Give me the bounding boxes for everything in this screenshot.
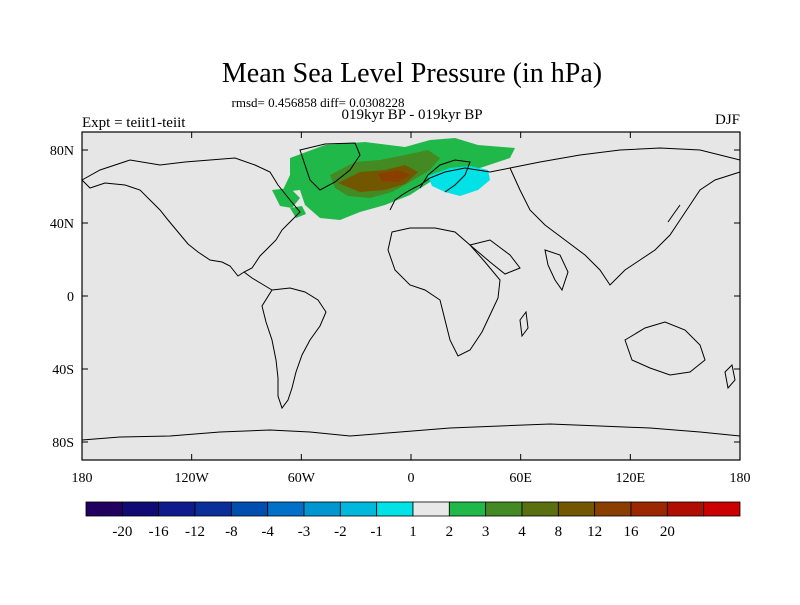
coastline-south-america — [261, 287, 327, 410]
lat-tick-label: 40S — [52, 363, 74, 378]
colorbar-swatch — [485, 501, 523, 517]
coastline-africa — [387, 227, 501, 357]
coastline-india — [544, 249, 569, 292]
lon-tick-label: 120W — [175, 471, 210, 486]
coastline-greenland — [299, 142, 361, 191]
lat-tick-label: 40N — [50, 217, 74, 232]
colorbar-swatch — [121, 501, 160, 517]
axis-ticks — [81, 132, 741, 460]
colorbar-swatch — [267, 501, 305, 517]
latitude-labels: 80N 40N 0 40S 80S — [50, 144, 74, 451]
colorbar-label: 2 — [446, 524, 454, 540]
colorbar-label: -16 — [149, 524, 169, 540]
colorbar-label: -4 — [261, 524, 274, 540]
colorbar-label: 12 — [587, 524, 602, 540]
lon-tick-label: 180 — [72, 471, 93, 486]
colorbar-swatch — [630, 501, 668, 517]
coastlines — [81, 142, 741, 441]
season-label: DJF — [715, 112, 740, 128]
colorbar-label: -8 — [225, 524, 238, 540]
colorbar-swatch — [412, 501, 450, 517]
colorbar-swatch — [703, 501, 741, 517]
coastline-madagascar — [519, 310, 529, 338]
colorbar-label: 4 — [518, 524, 526, 540]
coastline-europe — [389, 147, 741, 211]
colorbar-swatch — [448, 501, 487, 517]
colorbar-label: 8 — [555, 524, 563, 540]
colorbar-swatch — [194, 501, 232, 517]
subtitle-label: 019kyr BP - 019kyr BP — [341, 107, 482, 123]
colorbar-swatch — [85, 501, 123, 517]
colorbar-swatch — [303, 501, 341, 517]
lat-tick-label: 80N — [50, 144, 74, 159]
colorbar-swatch — [339, 501, 378, 517]
colorbar-swatch — [230, 501, 269, 517]
colorbar-swatch — [158, 501, 196, 517]
colorbar-swatch — [521, 501, 559, 517]
coastline-scandinavia — [419, 159, 471, 193]
colorbar-swatch — [594, 501, 632, 517]
anomaly-region-positive-weak-newfoundland — [290, 206, 306, 218]
coastline-australia — [624, 321, 706, 376]
lat-tick-label: 80S — [52, 436, 74, 451]
colorbar-label: 1 — [409, 524, 417, 540]
coastline-asia — [509, 167, 741, 286]
colorbar-label: -3 — [298, 524, 311, 540]
coastline-arabia — [468, 239, 521, 275]
colorbar-label: -2 — [334, 524, 347, 540]
colorbar-label: 20 — [660, 524, 675, 540]
lon-tick-label: 60W — [288, 471, 316, 486]
colorbar-label: -20 — [112, 524, 132, 540]
coastline-central-america — [243, 271, 273, 291]
lat-tick-label: 0 — [67, 290, 74, 305]
colorbar-swatch — [666, 501, 705, 517]
coastline-north-america — [81, 157, 301, 277]
stats-label: rmsd= 0.456858 diff= 0.0308228 — [232, 95, 405, 110]
longitude-labels: 180 120W 60W 0 60E 120E 180 — [72, 471, 751, 486]
colorbar-label: -1 — [370, 524, 383, 540]
coastline-japan — [667, 204, 681, 223]
colorbar — [85, 501, 741, 517]
coastline-antarctica — [81, 423, 741, 441]
colorbar-swatch — [557, 501, 596, 517]
plot-title: Mean Sea Level Pressure (in hPa) — [222, 58, 602, 89]
anomaly-region-positive-max — [378, 170, 410, 182]
experiment-label: Expt = teiit1-teiit — [82, 115, 186, 131]
colorbar-label: 3 — [482, 524, 490, 540]
colorbar-label: 16 — [624, 524, 640, 540]
coastline-new-zealand — [724, 363, 736, 390]
lon-tick-label: 60E — [509, 471, 532, 486]
colorbar-labels: -20 -16 -12 -8 -4 -3 -2 -1 1 2 3 4 8 12 16 20 — [112, 524, 675, 540]
colorbar-swatch — [376, 501, 414, 517]
lon-tick-label: 0 — [408, 471, 415, 486]
colorbar-label: -12 — [185, 524, 205, 540]
lon-tick-label: 120E — [616, 471, 646, 486]
lon-tick-label: 180 — [730, 471, 751, 486]
